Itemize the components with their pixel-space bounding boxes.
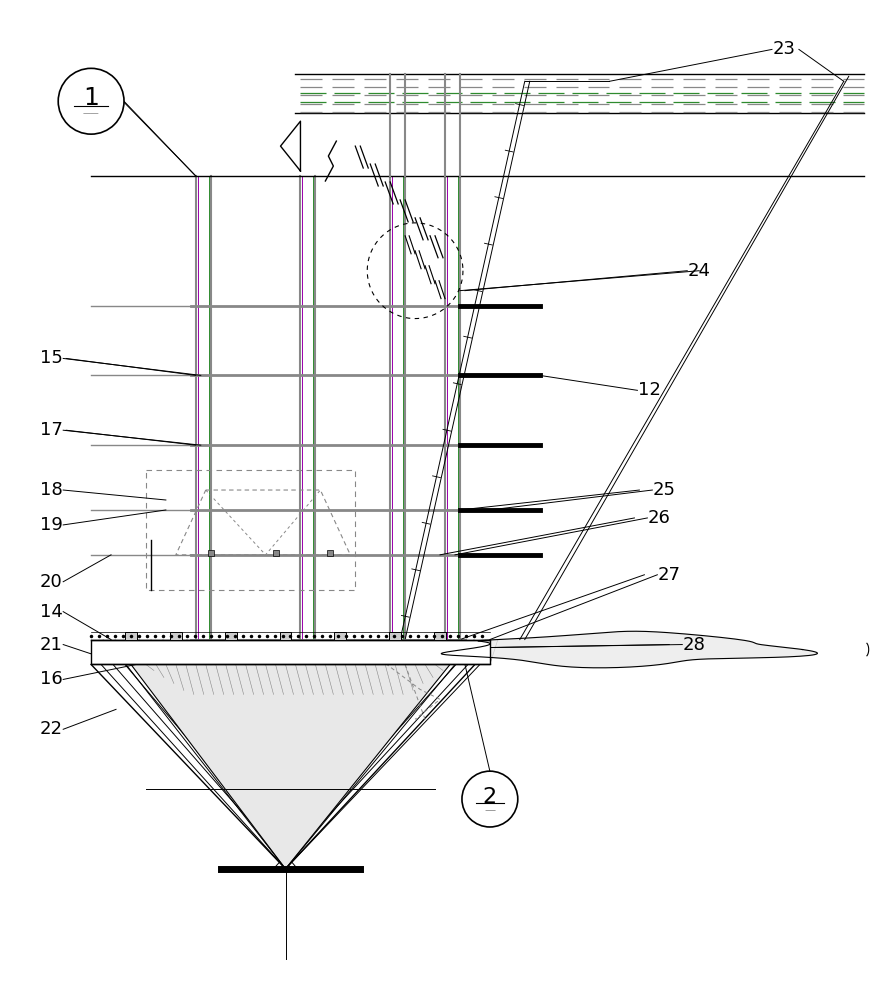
Bar — [334, 632, 346, 640]
Text: —: — — [484, 805, 495, 815]
Polygon shape — [441, 631, 816, 668]
Text: 22: 22 — [39, 720, 63, 738]
Text: 27: 27 — [657, 566, 680, 584]
Text: 2: 2 — [482, 787, 496, 807]
Bar — [125, 632, 137, 640]
Circle shape — [58, 68, 124, 134]
Bar — [91, 640, 489, 664]
Polygon shape — [131, 664, 450, 869]
Text: 20: 20 — [40, 573, 63, 591]
Text: 18: 18 — [40, 481, 63, 499]
Bar — [224, 632, 236, 640]
Text: 21: 21 — [39, 636, 63, 654]
Text: 15: 15 — [39, 349, 63, 367]
Text: 16: 16 — [40, 670, 63, 688]
Bar — [279, 632, 291, 640]
Bar — [170, 632, 181, 640]
Text: 14: 14 — [39, 603, 63, 621]
Text: ——: —— — [82, 109, 99, 118]
Text: 12: 12 — [637, 381, 660, 399]
Text: 25: 25 — [652, 481, 675, 499]
Circle shape — [461, 771, 518, 827]
Bar — [389, 632, 401, 640]
Text: 23: 23 — [772, 40, 795, 58]
Text: 19: 19 — [39, 516, 63, 534]
Text: 17: 17 — [39, 421, 63, 439]
Text: 1: 1 — [83, 86, 99, 110]
Text: 26: 26 — [647, 509, 670, 527]
Text: 24: 24 — [687, 262, 710, 280]
Text: 28: 28 — [682, 636, 704, 654]
Bar — [434, 632, 445, 640]
